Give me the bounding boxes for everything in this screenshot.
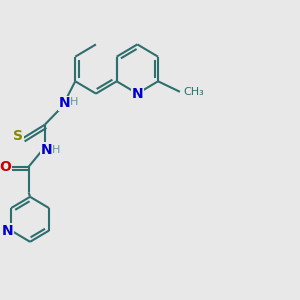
Text: S: S: [14, 129, 23, 143]
Text: N: N: [131, 87, 143, 100]
Text: N: N: [2, 224, 14, 238]
Text: O: O: [0, 160, 11, 174]
Text: H: H: [52, 145, 61, 155]
Text: H: H: [70, 97, 78, 107]
Text: N: N: [41, 143, 53, 157]
Text: N: N: [59, 96, 70, 110]
Text: CH₃: CH₃: [184, 87, 205, 97]
